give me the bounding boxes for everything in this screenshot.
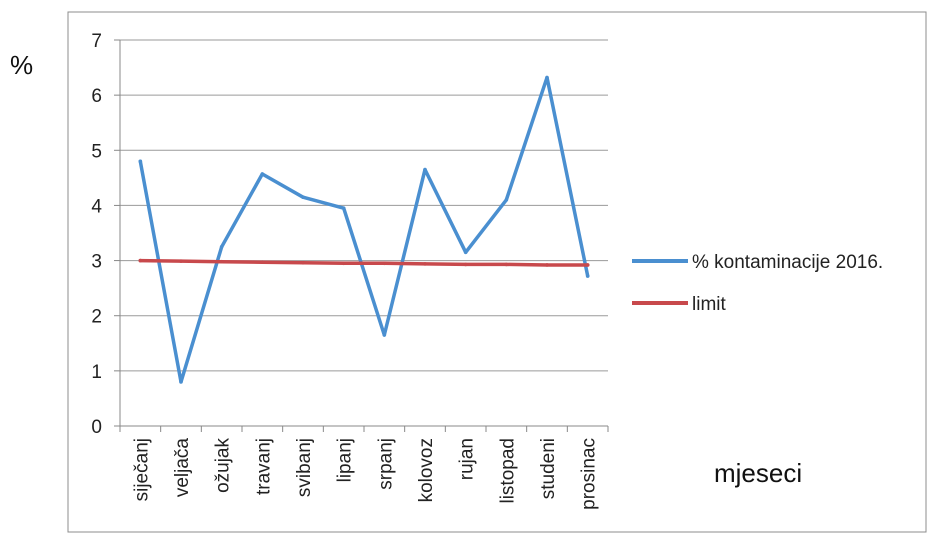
y-tick-labels: 0 1 2 3 4 5 6 7 (91, 31, 102, 438)
data-point (138, 159, 143, 164)
series-line-1 (138, 258, 590, 267)
legend-label-0: % kontaminacije 2016. (692, 252, 883, 273)
data-point (463, 262, 468, 267)
legend-label-1: limit (692, 294, 726, 315)
x-tick-label: svibanj (294, 438, 315, 497)
chart-frame (67, 11, 927, 533)
x-axis-caption: mjeseci (714, 458, 803, 488)
data-point (301, 260, 305, 265)
data-point (423, 167, 427, 172)
x-tick-label: prosinac (579, 438, 600, 510)
data-point (545, 263, 549, 267)
series-line-0 (138, 75, 590, 384)
data-point (260, 260, 265, 265)
x-tick-label: travanj (253, 438, 274, 495)
data-point (504, 262, 509, 267)
x-tick-label: lipanj (335, 438, 356, 482)
y-tick-label: 0 (91, 417, 102, 438)
x-tick-labels: siječanj veljača ožujak travanj svibanj lipan… (131, 438, 599, 510)
data-point (138, 258, 143, 263)
data-point (382, 333, 387, 337)
axes (114, 39, 609, 432)
data-point (179, 259, 183, 263)
data-point (585, 263, 590, 267)
y-axis-unit: % (10, 50, 34, 80)
data-point (301, 195, 305, 199)
x-tick-label: siječanj (131, 438, 152, 501)
data-point (341, 261, 346, 266)
y-tick-label: 5 (91, 141, 102, 162)
y-tick-label: 6 (91, 86, 102, 107)
x-tick-label: srpanj (375, 438, 396, 490)
data-point (463, 250, 468, 255)
data-point (260, 172, 265, 176)
x-tick-label: kolovoz (416, 438, 437, 502)
legend: % kontaminacije 2016. limit (632, 252, 883, 315)
series-lines (138, 75, 590, 384)
data-point (219, 244, 224, 249)
data-point (219, 259, 224, 264)
data-point (545, 75, 549, 80)
data-point (179, 380, 183, 384)
y-tick-label: 7 (91, 31, 102, 52)
data-point (341, 206, 346, 210)
x-tick-label: veljača (172, 438, 193, 498)
data-point (423, 262, 427, 266)
x-tick-label: listopad (497, 438, 518, 504)
y-tick-label: 4 (91, 196, 102, 217)
x-tick-label: studeni (538, 438, 559, 499)
data-point (382, 261, 387, 266)
y-tick-label: 3 (91, 252, 102, 273)
data-point (504, 198, 509, 202)
y-tick-label: 2 (91, 307, 102, 328)
y-tick-label: 1 (91, 362, 102, 383)
x-tick-label: ožujak (213, 438, 234, 493)
x-tick-label: rujan (457, 438, 478, 480)
data-point (585, 274, 590, 278)
